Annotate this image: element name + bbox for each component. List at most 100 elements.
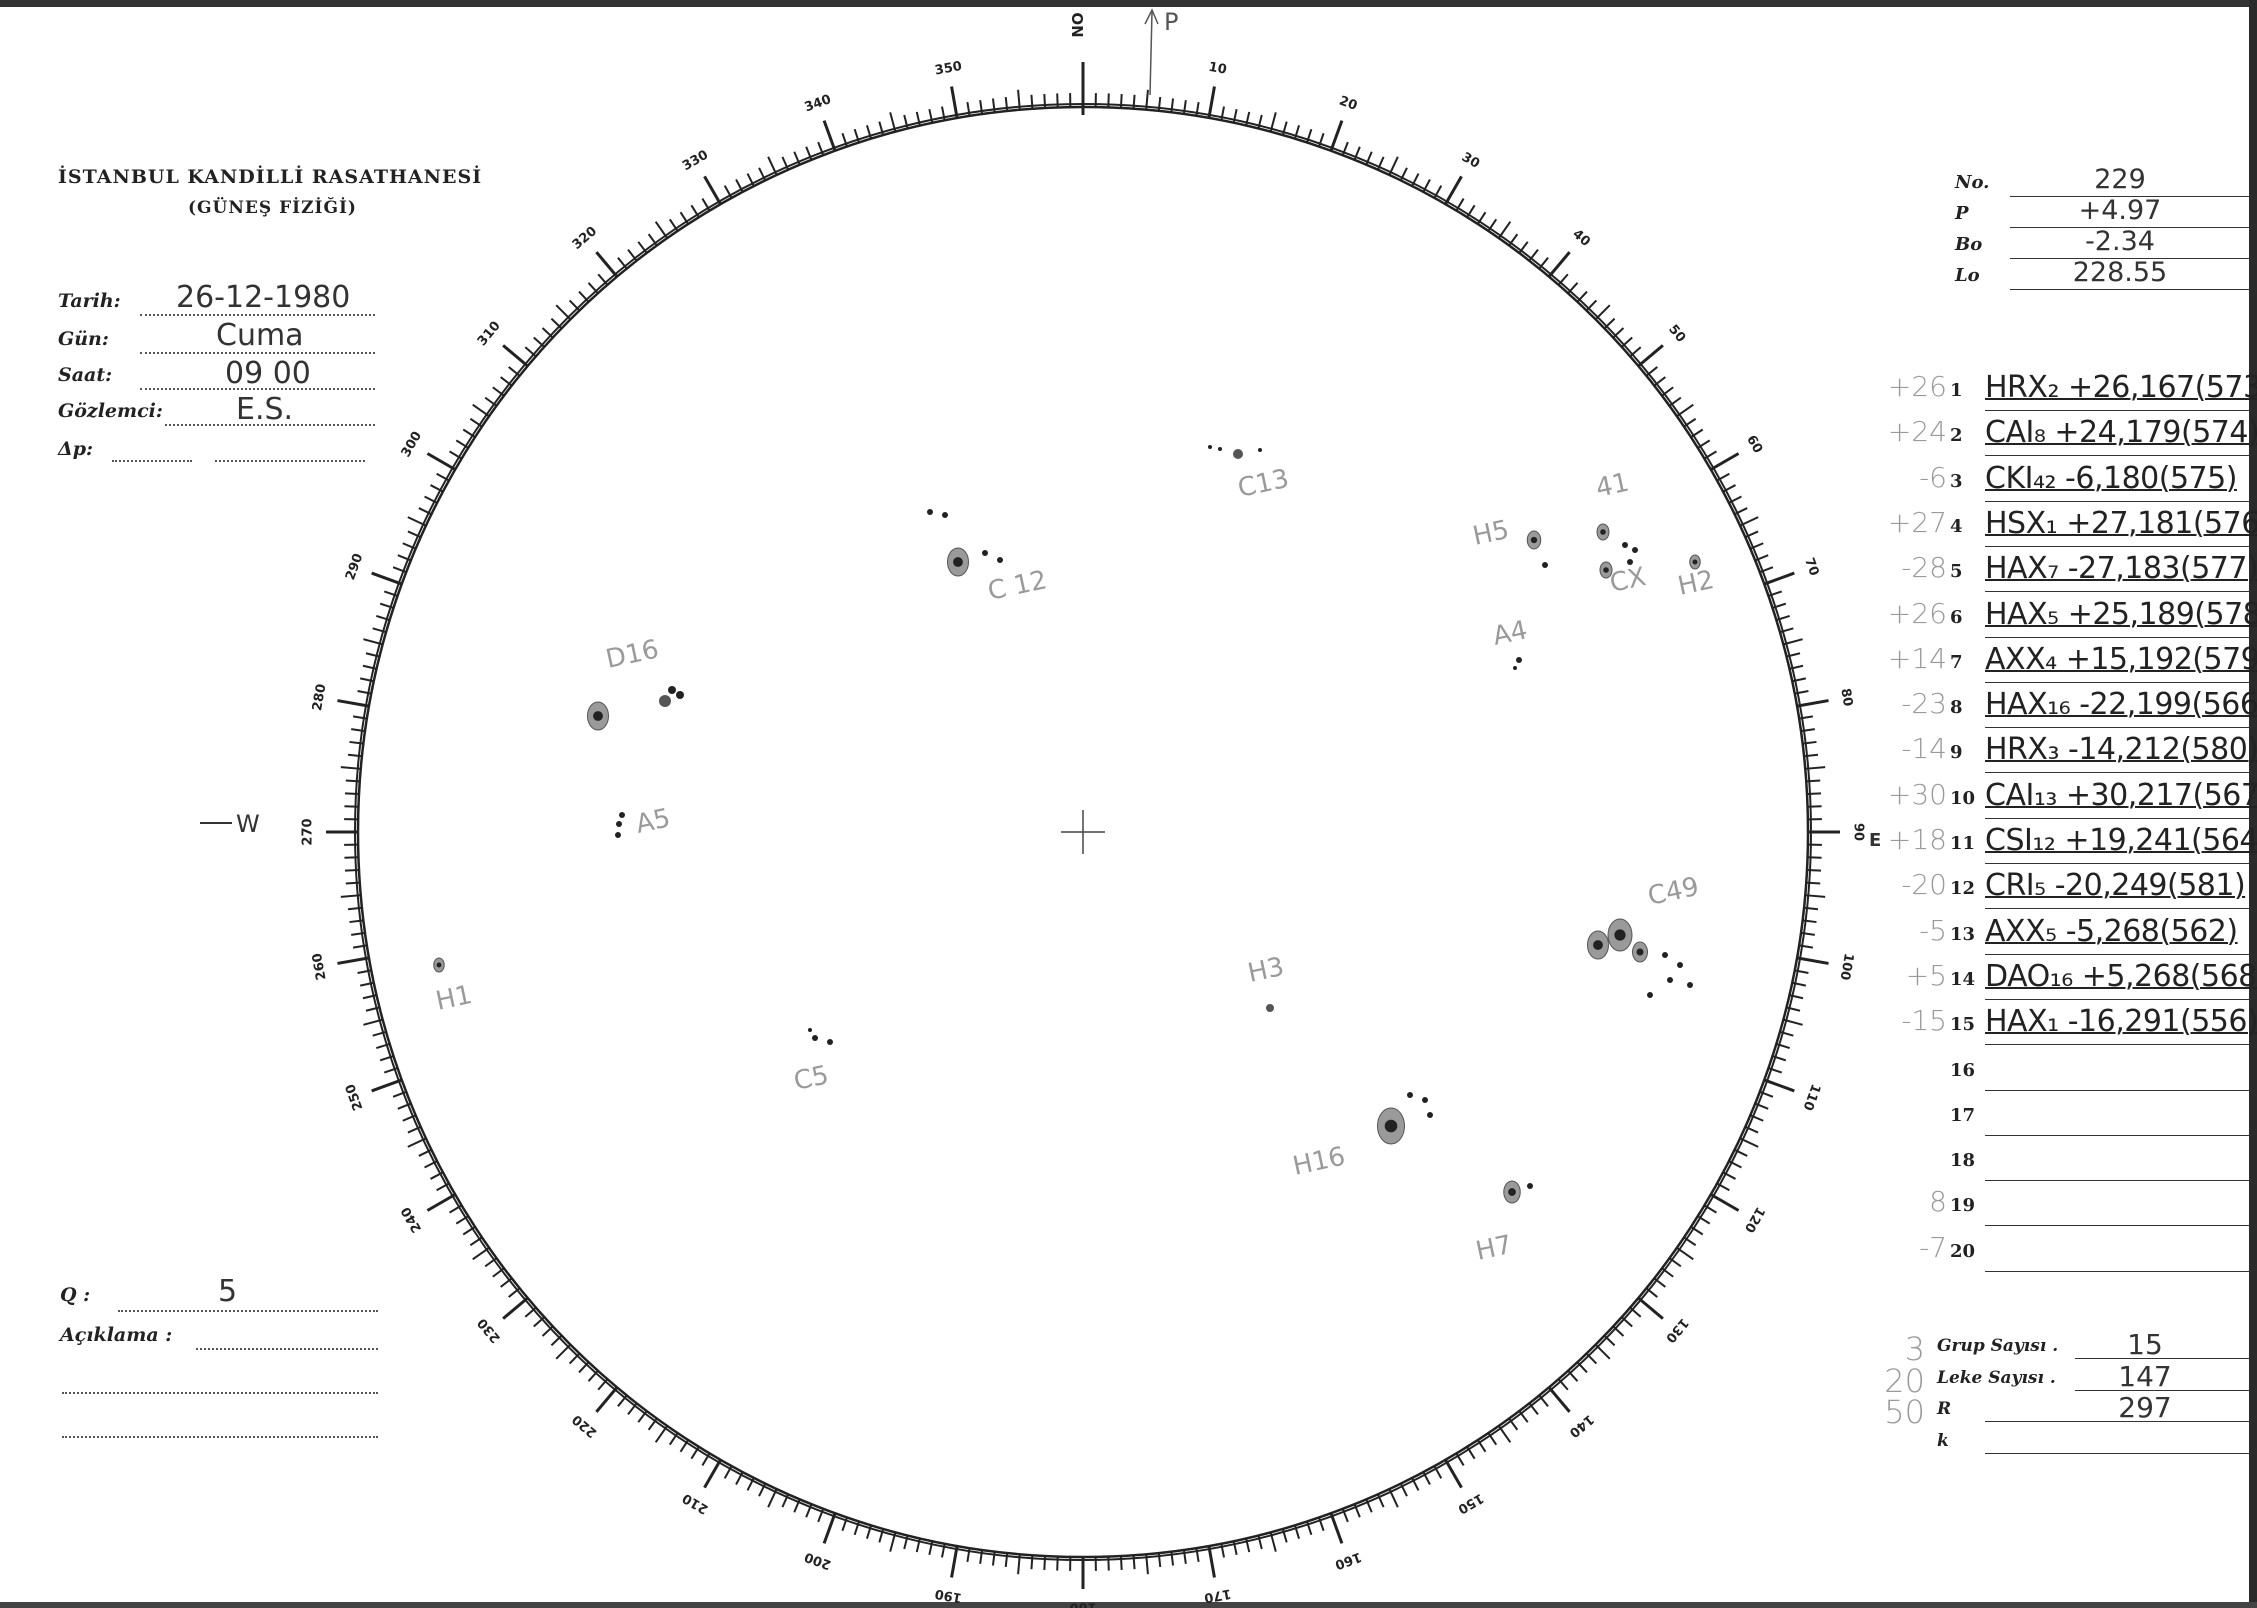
scale-tick	[1789, 994, 1804, 1000]
scale-tick	[1132, 1555, 1136, 1570]
scale-label: 110	[1800, 1082, 1823, 1113]
summary-value[interactable]: 15	[2127, 1328, 2163, 1361]
scale-tick	[402, 542, 417, 550]
scale-tick	[1508, 233, 1519, 247]
scale-tick	[1232, 1540, 1238, 1556]
group-row-line	[1985, 998, 2250, 1000]
scale-tick	[407, 1137, 427, 1148]
scale-tick	[991, 1551, 996, 1566]
scale-tick	[1257, 1535, 1263, 1550]
group-pencil-latitude: +27	[1887, 505, 1947, 539]
observer-value[interactable]: E.S.	[236, 392, 294, 427]
scale-tick	[1776, 1043, 1791, 1050]
scale-tick	[735, 1471, 744, 1485]
scale-tick	[703, 1459, 722, 1489]
group-pencil-latitude: +26	[1887, 370, 1947, 403]
group-entry[interactable]: AXX₄ +15,192(579)	[1985, 641, 2257, 677]
sunspot-group: 41	[1593, 468, 1632, 504]
observer-field-line	[165, 424, 375, 426]
scale-tick	[344, 868, 360, 872]
group-row-line	[1985, 410, 2250, 411]
group-entry[interactable]: HSX₁ +27,181(576)	[1985, 505, 2257, 541]
sunspot-pore	[1542, 562, 1548, 568]
group-entry[interactable]: CAI₈ +24,179(574)	[1985, 415, 2257, 451]
scale-tick	[597, 273, 609, 286]
scale-tick	[1603, 317, 1616, 330]
param-value[interactable]: -2.34	[2085, 226, 2155, 257]
param-value[interactable]: +4.97	[2078, 195, 2162, 226]
param-line	[2010, 227, 2250, 228]
scale-tick	[767, 1488, 778, 1508]
scale-tick	[541, 1325, 554, 1337]
group-entry[interactable]: HAX₁ -16,291(556)	[1985, 1004, 2257, 1040]
group-entry[interactable]: HAX₁₆ -22,199(566)	[1985, 687, 2257, 723]
scale-tick	[1306, 128, 1313, 143]
day-value[interactable]: Cuma	[216, 318, 304, 353]
scale-tick	[430, 484, 444, 493]
west-label: W	[236, 810, 260, 838]
scale-tick	[654, 221, 668, 239]
scale-tick	[524, 346, 537, 358]
scale-label: 170	[1203, 1585, 1232, 1604]
sunspot-group-label: H16	[1290, 1142, 1348, 1182]
sunspot-group-label: C13	[1235, 464, 1291, 504]
summary-value[interactable]: 297	[2118, 1391, 2172, 1424]
summary-value[interactable]: 147	[2118, 1359, 2172, 1393]
scale-tick	[455, 1215, 469, 1225]
group-row-number: 14	[1950, 968, 1976, 990]
scale-tick	[1739, 516, 1759, 527]
sunspot-group-label: H5	[1470, 515, 1512, 552]
group-entry[interactable]: CRI₅ -20,249(581)	[1985, 868, 2246, 904]
group-entry[interactable]: HAX₇ -27,183(577)	[1985, 551, 2257, 587]
scale-tick	[1697, 439, 1711, 449]
scale-tick	[337, 699, 370, 708]
sunspot-group: A4	[1490, 615, 1530, 670]
group-entry[interactable]: AXX₅ -5,268(562)	[1985, 913, 2238, 949]
sunspot-pore	[1627, 559, 1633, 565]
group-entry[interactable]: HRX₂ +26,167(573)	[1985, 370, 2257, 405]
group-entry[interactable]: HAX₅ +25,189(578)	[1985, 596, 2257, 632]
scale-tick	[703, 175, 722, 205]
group-entry[interactable]: CSI₁₂ +19,241(564)	[1985, 823, 2257, 858]
param-value[interactable]: 229	[2094, 164, 2146, 195]
scale-tick	[1796, 956, 1829, 965]
scale-tick	[1703, 450, 1717, 460]
scale-tick	[1518, 1410, 1529, 1423]
scale-tick	[1353, 146, 1361, 161]
scale-tick	[746, 1477, 755, 1491]
group-entry[interactable]: DAO₁₆ +5,268(568)	[1985, 958, 2257, 994]
scale-tick	[1245, 111, 1251, 126]
sunspot-group-label: 41	[1593, 468, 1632, 504]
time-value[interactable]: 09 00	[225, 356, 311, 391]
scale-tick	[668, 218, 679, 232]
scale-tick	[1594, 1343, 1611, 1360]
group-row-number: 4	[1950, 515, 1963, 537]
group-entry[interactable]: CKI₄₂ -6,180(575)	[1985, 460, 2237, 496]
scale-tick	[1422, 1471, 1431, 1485]
scale-label: 80	[1837, 687, 1855, 707]
sunspot-group-label: H1	[433, 980, 475, 1017]
scale-tick	[928, 1540, 934, 1556]
q-value[interactable]: 5	[218, 1274, 238, 1309]
scale-tick	[347, 906, 363, 911]
scale-tick	[1518, 241, 1529, 254]
date-value[interactable]: 26-12-1980	[176, 280, 351, 315]
scale-tick	[587, 1370, 599, 1382]
scale-tick	[1703, 1204, 1717, 1214]
scale-tick	[979, 100, 984, 115]
group-row-number: 5	[1950, 561, 1963, 583]
param-label: No.	[1955, 172, 1990, 193]
group-entry[interactable]: HRX₃ -14,212(580)	[1985, 732, 2257, 768]
scale-tick	[1791, 677, 1807, 683]
group-row-line	[1985, 500, 2250, 502]
scale-tick	[1145, 89, 1149, 110]
scale-tick	[805, 146, 813, 161]
scale-tick	[484, 396, 498, 407]
scale-label: 60	[1743, 433, 1765, 456]
param-value[interactable]: 228.55	[2072, 257, 2168, 288]
scale-label: 330	[680, 148, 711, 175]
group-entry[interactable]: CAI₁₃ +30,217(567)	[1985, 777, 2257, 813]
scale-tick	[1749, 542, 1764, 550]
sunspot-umbra	[1384, 1119, 1398, 1133]
